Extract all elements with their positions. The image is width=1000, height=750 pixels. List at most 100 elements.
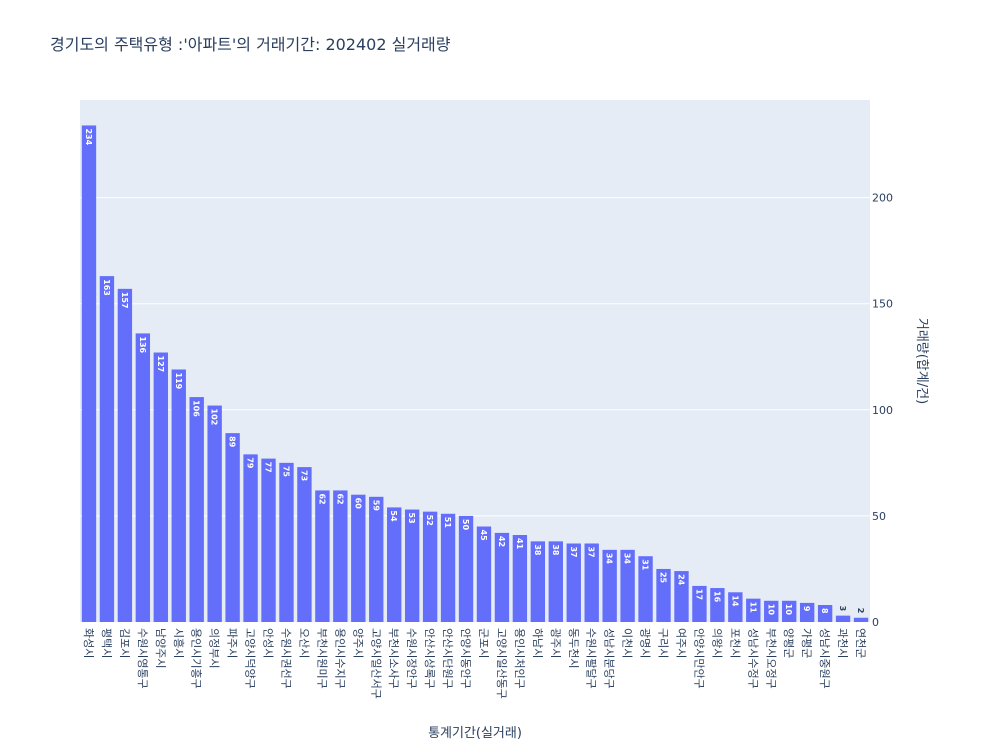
bar[interactable] — [99, 276, 115, 622]
bar[interactable] — [261, 458, 276, 622]
bar[interactable] — [315, 490, 330, 622]
x-tick-label: 의정부시 — [208, 628, 221, 668]
bar[interactable] — [710, 588, 725, 622]
bar[interactable] — [656, 568, 671, 622]
bar[interactable] — [422, 511, 438, 622]
bar[interactable] — [369, 496, 384, 622]
bar-value-label: 73 — [299, 470, 308, 481]
x-tick-label: 양주시 — [351, 628, 364, 658]
bar[interactable] — [333, 490, 348, 622]
bar[interactable] — [81, 125, 97, 623]
bar[interactable] — [782, 600, 797, 622]
bar[interactable] — [835, 615, 851, 622]
x-tick-label: 남양주시 — [154, 628, 167, 668]
bar[interactable] — [117, 288, 133, 622]
x-tick-label: 안산시상록구 — [423, 628, 436, 689]
chart-title: 경기도의 주택유형 :'아파트'의 거래기간: 202402 실거래량 — [50, 35, 451, 54]
bar-value-label: 62 — [335, 493, 344, 504]
bar[interactable] — [674, 571, 689, 622]
bar[interactable] — [351, 494, 366, 622]
y-tick-label: 150 — [872, 298, 893, 311]
bar[interactable] — [153, 352, 168, 622]
bar-value-label: 102 — [210, 409, 219, 426]
bar[interactable] — [566, 543, 581, 622]
bar-value-label: 89 — [228, 436, 237, 448]
x-tick-label: 부천시소사구 — [387, 628, 401, 689]
bar-value-label: 62 — [317, 493, 326, 504]
bar-value-label: 10 — [784, 604, 793, 616]
bar-value-label: 79 — [246, 457, 255, 469]
x-tick-label: 안양시동안구 — [459, 628, 472, 689]
bar-value-label: 59 — [371, 500, 380, 512]
bar-value-label: 163 — [102, 279, 111, 296]
bar[interactable] — [440, 513, 456, 622]
x-tick-label: 수원시팔달구 — [585, 628, 598, 689]
bar-value-label: 9 — [802, 606, 811, 612]
bar-value-label: 234 — [84, 128, 93, 145]
bar[interactable] — [817, 605, 833, 622]
x-tick-label: 안성시 — [262, 628, 275, 658]
bar[interactable] — [602, 549, 617, 622]
bar[interactable] — [387, 507, 402, 622]
x-tick-label: 화성시 — [82, 628, 95, 658]
bar-value-label: 8 — [820, 608, 829, 614]
bar-value-label: 34 — [623, 553, 632, 565]
bar[interactable] — [476, 526, 492, 622]
x-tick-label: 광주시 — [549, 628, 562, 658]
y-tick-label: 0 — [872, 616, 879, 629]
x-tick-label: 동두천시 — [567, 628, 581, 668]
x-tick-label: 연천군 — [854, 628, 868, 658]
bar[interactable] — [638, 556, 653, 622]
bar-value-label: 51 — [443, 517, 452, 529]
bar-value-label: 77 — [264, 462, 273, 473]
bar[interactable] — [746, 598, 761, 622]
x-tick-label: 과천시 — [836, 628, 850, 658]
bar[interactable] — [297, 467, 312, 622]
x-axis-ticks: 화성시 평택시 김포시 수원시영통구 남양주시 시흥시 용인시기흥구 의정부시 파주시 고양시덕양… — [82, 628, 868, 699]
y-tick-label: 200 — [872, 192, 893, 205]
bar-value-label: 136 — [138, 336, 147, 353]
bar[interactable] — [404, 509, 420, 622]
bar[interactable] — [512, 535, 528, 622]
bar[interactable] — [171, 369, 186, 622]
bar[interactable] — [799, 602, 815, 622]
x-tick-label: 포천시 — [728, 628, 742, 658]
bar[interactable] — [764, 600, 779, 622]
x-tick-label: 성남시분당구 — [603, 628, 616, 689]
bar-value-label: 106 — [192, 400, 201, 417]
bar[interactable] — [494, 532, 510, 622]
x-tick-label: 양평군 — [782, 628, 795, 658]
bar[interactable] — [135, 333, 151, 622]
bar-value-label: 24 — [676, 574, 685, 586]
bar-value-label: 157 — [120, 292, 129, 309]
y-tick-label: 100 — [872, 404, 893, 417]
bar[interactable] — [279, 462, 294, 622]
bar[interactable] — [584, 543, 599, 622]
bar[interactable] — [853, 617, 869, 622]
bar-value-label: 37 — [569, 546, 578, 557]
bar[interactable] — [728, 592, 743, 622]
bar[interactable] — [189, 397, 204, 622]
bar-value-label: 54 — [389, 510, 398, 522]
bar[interactable] — [207, 405, 222, 622]
bar[interactable] — [620, 549, 635, 622]
bar-value-label: 119 — [174, 372, 183, 389]
y-axis-title: 거래량(합계/건) — [914, 318, 929, 404]
x-tick-label: 시흥시 — [172, 628, 186, 658]
bar[interactable] — [225, 433, 240, 622]
x-tick-label: 평택시 — [100, 628, 113, 658]
x-tick-label: 안양시만안구 — [692, 628, 705, 689]
bar[interactable] — [692, 585, 707, 622]
bar-value-label: 38 — [533, 544, 542, 556]
bar-value-label: 10 — [766, 604, 775, 616]
x-tick-label: 수원시영통구 — [136, 628, 149, 689]
bar[interactable] — [458, 515, 474, 622]
x-tick-label: 군포시 — [477, 628, 490, 658]
bar-value-label: 50 — [461, 519, 470, 531]
bar[interactable] — [548, 541, 563, 622]
bar[interactable] — [243, 454, 258, 622]
bar[interactable] — [530, 541, 546, 622]
bar-value-label: 34 — [605, 553, 614, 565]
